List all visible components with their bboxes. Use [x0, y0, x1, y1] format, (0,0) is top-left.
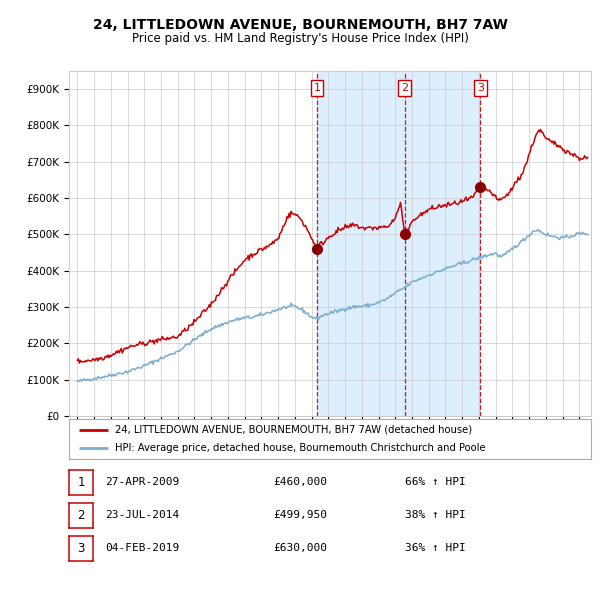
Text: 23-JUL-2014: 23-JUL-2014 — [105, 510, 179, 520]
Text: £460,000: £460,000 — [273, 477, 327, 487]
Text: 24, LITTLEDOWN AVENUE, BOURNEMOUTH, BH7 7AW: 24, LITTLEDOWN AVENUE, BOURNEMOUTH, BH7 … — [92, 18, 508, 32]
Text: 2: 2 — [401, 83, 408, 93]
Text: HPI: Average price, detached house, Bournemouth Christchurch and Poole: HPI: Average price, detached house, Bour… — [115, 443, 485, 453]
Text: £499,950: £499,950 — [273, 510, 327, 520]
Text: 36% ↑ HPI: 36% ↑ HPI — [405, 543, 466, 553]
Text: 3: 3 — [477, 83, 484, 93]
Text: 66% ↑ HPI: 66% ↑ HPI — [405, 477, 466, 487]
Text: 1: 1 — [77, 476, 85, 489]
Text: 2: 2 — [77, 509, 85, 522]
Text: 27-APR-2009: 27-APR-2009 — [105, 477, 179, 487]
Text: Price paid vs. HM Land Registry's House Price Index (HPI): Price paid vs. HM Land Registry's House … — [131, 32, 469, 45]
Text: £630,000: £630,000 — [273, 543, 327, 553]
Text: 3: 3 — [77, 542, 85, 555]
Text: 04-FEB-2019: 04-FEB-2019 — [105, 543, 179, 553]
Text: 38% ↑ HPI: 38% ↑ HPI — [405, 510, 466, 520]
Text: 1: 1 — [313, 83, 320, 93]
Bar — [317, 71, 481, 416]
Text: 24, LITTLEDOWN AVENUE, BOURNEMOUTH, BH7 7AW (detached house): 24, LITTLEDOWN AVENUE, BOURNEMOUTH, BH7 … — [115, 425, 472, 435]
